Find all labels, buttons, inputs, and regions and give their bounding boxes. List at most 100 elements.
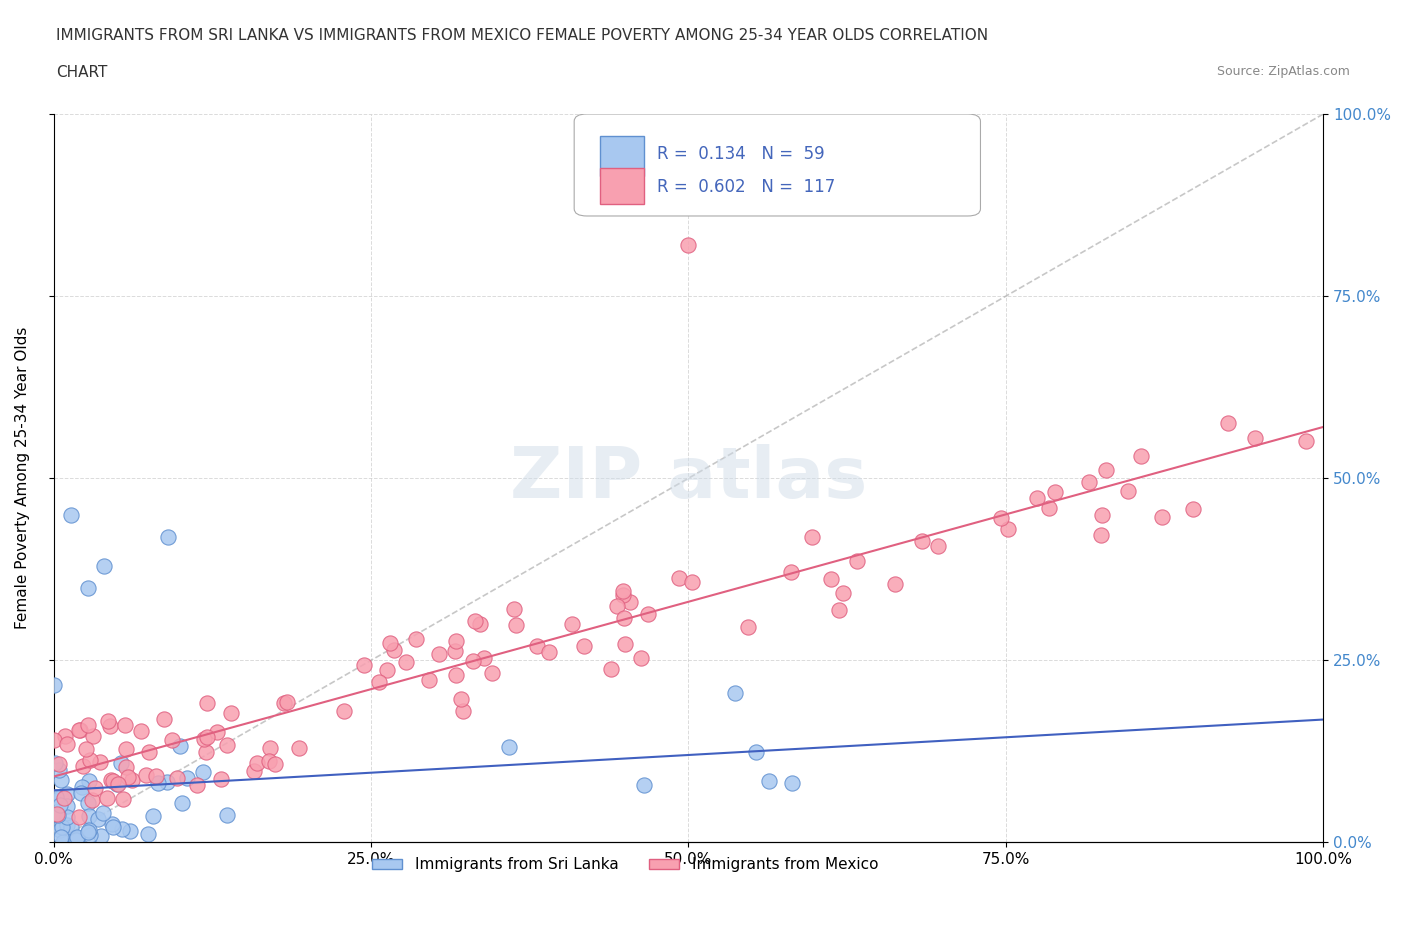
Point bbox=[737, 619, 759, 634]
Point bbox=[117, 770, 139, 785]
Point bbox=[186, 777, 208, 792]
Point bbox=[75, 741, 97, 756]
Point bbox=[77, 809, 100, 824]
Point bbox=[259, 740, 281, 755]
Point bbox=[1182, 501, 1205, 516]
Point bbox=[845, 553, 868, 568]
Point bbox=[48, 763, 70, 777]
Point bbox=[191, 764, 214, 779]
Text: R =  0.134   N =  59: R = 0.134 N = 59 bbox=[657, 145, 824, 163]
Point bbox=[637, 606, 659, 621]
Point bbox=[146, 776, 169, 790]
Point bbox=[121, 772, 143, 787]
Point bbox=[157, 529, 180, 544]
Point bbox=[145, 768, 167, 783]
Point bbox=[257, 753, 280, 768]
Point bbox=[44, 677, 66, 692]
Point bbox=[832, 586, 855, 601]
Point bbox=[470, 616, 492, 631]
Text: IMMIGRANTS FROM SRI LANKA VS IMMIGRANTS FROM MEXICO FEMALE POVERTY AMONG 25-34 Y: IMMIGRANTS FROM SRI LANKA VS IMMIGRANTS … bbox=[56, 28, 988, 43]
Point bbox=[561, 617, 583, 631]
Point bbox=[49, 818, 72, 833]
Y-axis label: Female Poverty Among 25-34 Year Olds: Female Poverty Among 25-34 Year Olds bbox=[15, 327, 30, 630]
Point bbox=[990, 511, 1012, 525]
Point bbox=[105, 777, 128, 791]
Point bbox=[1243, 431, 1265, 445]
Point bbox=[243, 764, 266, 778]
Point bbox=[288, 740, 311, 755]
Point bbox=[77, 823, 100, 838]
Point bbox=[780, 776, 803, 790]
Point bbox=[219, 706, 242, 721]
Point bbox=[418, 672, 440, 687]
Point bbox=[76, 795, 98, 810]
Point bbox=[84, 781, 107, 796]
Point bbox=[70, 779, 93, 794]
Point bbox=[264, 757, 287, 772]
Point bbox=[48, 756, 70, 771]
Point bbox=[451, 704, 474, 719]
Point bbox=[166, 770, 188, 785]
Point bbox=[89, 829, 111, 844]
Point bbox=[505, 618, 527, 632]
Point bbox=[572, 638, 595, 653]
Point bbox=[207, 724, 229, 739]
Point bbox=[1295, 433, 1317, 448]
Point bbox=[1129, 448, 1152, 463]
Point bbox=[160, 733, 183, 748]
Point bbox=[382, 643, 405, 658]
Point bbox=[599, 661, 621, 676]
Point bbox=[45, 806, 67, 821]
Point bbox=[215, 808, 238, 823]
Point bbox=[1116, 484, 1139, 498]
Point bbox=[668, 571, 690, 586]
Point bbox=[614, 637, 637, 652]
Point bbox=[142, 808, 165, 823]
Point bbox=[633, 777, 655, 792]
Point bbox=[110, 755, 132, 770]
Point bbox=[1152, 510, 1174, 525]
Point bbox=[1216, 415, 1239, 430]
Point bbox=[77, 774, 100, 789]
Point bbox=[612, 588, 634, 603]
Point bbox=[46, 808, 69, 823]
Point bbox=[44, 732, 66, 747]
Point bbox=[63, 830, 86, 845]
Point bbox=[461, 654, 484, 669]
Point bbox=[46, 806, 69, 821]
Point bbox=[51, 790, 73, 804]
Point bbox=[135, 767, 157, 782]
Point bbox=[606, 599, 628, 614]
Point bbox=[65, 832, 87, 847]
Point bbox=[779, 565, 801, 579]
Text: ZIP atlas: ZIP atlas bbox=[510, 444, 868, 512]
Point bbox=[45, 790, 67, 804]
Point bbox=[76, 717, 98, 732]
Point bbox=[353, 658, 375, 672]
FancyBboxPatch shape bbox=[574, 114, 980, 216]
FancyBboxPatch shape bbox=[599, 136, 644, 176]
Point bbox=[49, 798, 72, 813]
Point bbox=[77, 825, 100, 840]
Point bbox=[49, 822, 72, 837]
Point bbox=[100, 773, 122, 788]
Point bbox=[69, 810, 91, 825]
Point bbox=[537, 644, 560, 659]
Point bbox=[156, 774, 179, 789]
Point bbox=[114, 741, 136, 756]
Point bbox=[472, 650, 495, 665]
Point bbox=[1078, 474, 1101, 489]
Point bbox=[209, 772, 232, 787]
Point bbox=[498, 740, 520, 755]
Point bbox=[49, 830, 72, 844]
Point bbox=[745, 745, 768, 760]
Point bbox=[55, 728, 77, 743]
Point bbox=[801, 530, 824, 545]
Point bbox=[93, 558, 115, 573]
Point bbox=[170, 795, 193, 810]
Point bbox=[1095, 463, 1118, 478]
Point bbox=[59, 819, 82, 834]
Point bbox=[44, 755, 66, 770]
Point bbox=[66, 829, 89, 844]
Point bbox=[55, 799, 77, 814]
